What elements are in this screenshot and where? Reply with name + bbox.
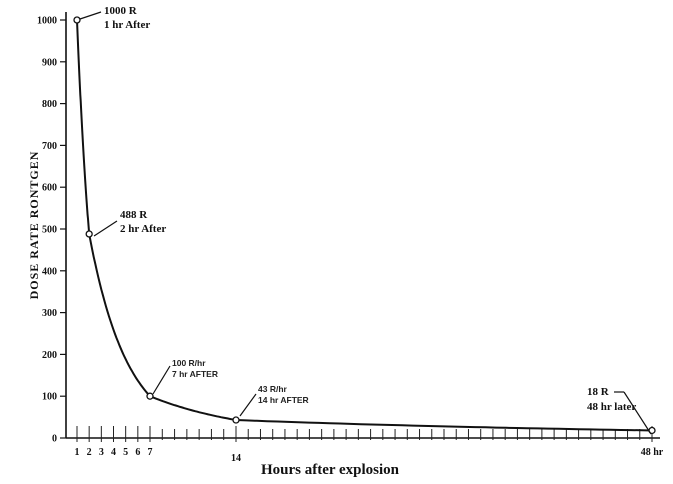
annotation-text: 2 hr After [120,223,166,235]
annotation-text: 43 R/hr [258,384,288,394]
annotation-text: 1000 R [104,5,138,17]
axes [65,12,660,439]
x-tick-label: 48 hr [641,447,664,458]
x-tick-label: 6 [135,447,140,458]
y-tick-label: 100 [42,392,57,403]
annotation-text: 7 hr AFTER [172,369,218,379]
data-point [73,16,81,24]
annotation-text: 488 R [120,209,148,221]
annotation-leader [239,393,257,417]
data-point [146,392,154,400]
annotation-text: 48 hr later [587,401,636,413]
x-tick-label: 7 [148,447,153,458]
annotation-text: 1 hr After [104,19,150,31]
annotation-text: 18 R [587,386,610,398]
annotation-leader [152,365,171,395]
y-tick-label: 200 [42,350,57,361]
x-tick-label: 2 [87,447,92,458]
x-tick-label: 1 [75,447,80,458]
annotations: 1000 R 1 hr After 488 R 2 hr After 100 R/hr7… [79,5,652,435]
data-point [232,416,240,424]
y-tick-label: 1000 [37,16,57,27]
data-points [73,16,656,435]
x-axis-label: Hours after explosion [261,462,400,478]
y-tick-label: 800 [42,99,57,110]
annotation-text: 14 hr AFTER [258,395,309,405]
x-tick-label: 5 [123,447,128,458]
y-tick-label: 0 [52,434,57,445]
x-tick-label: 4 [111,447,116,458]
x-tick-label: 14 [231,453,241,464]
annotation-leader [623,391,652,435]
y-tick-label: 400 [42,266,57,277]
y-axis-label: DOSE RATE RONTGEN [27,151,41,300]
y-tick-label: 700 [42,141,57,152]
y-tick-label: 500 [42,225,57,236]
y-tick-label: 600 [42,183,57,194]
y-ticks: 0 100 200 300 400 500 600 700 800 900 1000 [37,16,66,445]
x-ticks: 1 2 3 4 5 6 7 14 48 hr [75,426,664,464]
annotation-text: 100 R/hr [172,358,206,368]
annotation-leader [79,11,102,20]
annotation-leader [93,220,118,237]
data-point [85,230,93,238]
x-tick-label: 3 [99,447,104,458]
y-tick-label: 900 [42,57,57,68]
y-tick-label: 300 [42,308,57,319]
